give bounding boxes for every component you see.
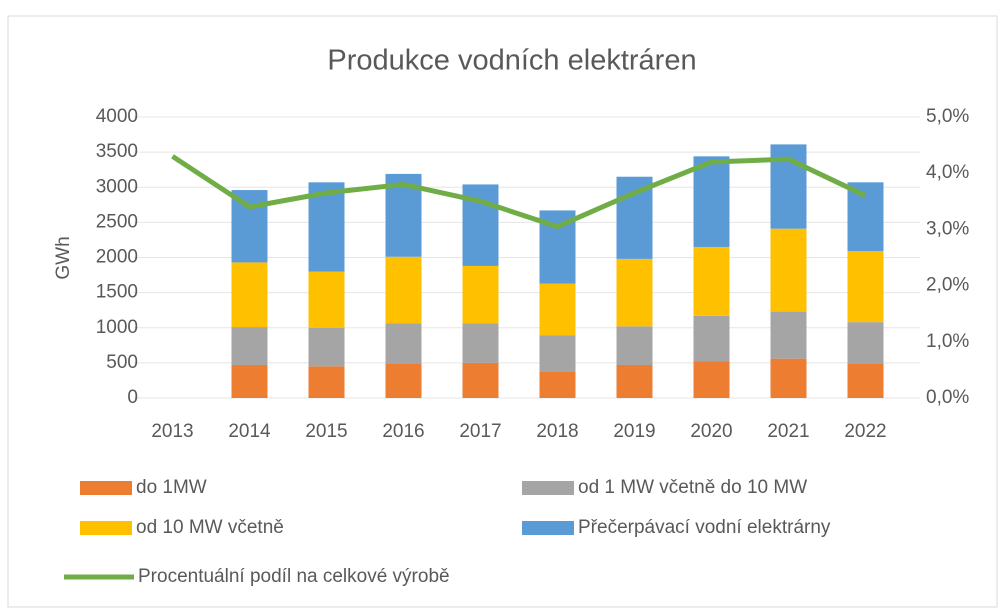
bar-segment: [539, 283, 576, 336]
x-tick-label: 2015: [305, 421, 347, 442]
bar-segment: [231, 190, 268, 263]
y-tick-label: 1000: [96, 317, 138, 338]
x-tick-label: 2018: [536, 421, 578, 442]
bar-segment: [847, 251, 884, 323]
y2-tick-label: 1,0%: [926, 331, 969, 352]
legend-label: od 10 MW včetně: [136, 517, 284, 538]
x-tick-label: 2019: [613, 421, 655, 442]
legend-label: od 1 MW včetně do 10 MW: [578, 477, 807, 498]
y2-tick-label: 5,0%: [926, 106, 969, 127]
bar-segment: [539, 335, 576, 372]
bar-segment: [693, 156, 730, 247]
legend-label: Přečerpávací vodní elektrárny: [578, 517, 831, 538]
legend-label: do 1MW: [136, 477, 207, 498]
bar-segment: [847, 322, 884, 364]
bar-segment: [693, 246, 730, 316]
legend-label: Procentuální podíl na celkové výrobě: [138, 566, 450, 587]
bar-segment: [462, 323, 499, 363]
y-tick-label: 3500: [96, 141, 138, 162]
y-tick-label: 2000: [96, 247, 138, 268]
x-tick-label: 2021: [767, 421, 809, 442]
bar-segment: [231, 327, 268, 365]
bar-segment: [385, 256, 422, 324]
bar-segment: [616, 258, 653, 327]
bar-segment: [231, 262, 268, 328]
bar-segment: [385, 323, 422, 364]
x-tick-label: 2013: [151, 421, 193, 442]
y2-tick-label: 3,0%: [926, 218, 969, 239]
chart-title: Produkce vodních elektráren: [327, 45, 696, 77]
legend-swatch: [80, 521, 132, 535]
legend-swatch: [522, 481, 574, 495]
bar-segment: [616, 364, 653, 398]
bar-segment: [308, 366, 345, 398]
bar-segment: [616, 326, 653, 365]
bar-segment: [770, 228, 807, 312]
y2-tick-label: 2,0%: [926, 275, 969, 296]
bar-segment: [539, 371, 576, 398]
bar-segment: [385, 363, 422, 398]
y-tick-label: 4000: [96, 106, 138, 127]
y-tick-label: 500: [106, 352, 138, 373]
bar-segment: [770, 311, 807, 359]
y-tick-label: 2500: [96, 211, 138, 232]
bar-segment: [308, 327, 345, 367]
bar-segment: [693, 315, 730, 362]
bar-segment: [462, 362, 499, 398]
bar-segment: [693, 361, 730, 398]
bar-segment: [770, 358, 807, 398]
y-tick-label: 3000: [96, 176, 138, 197]
bar-segment: [847, 363, 884, 398]
y-tick-label: 0: [127, 387, 138, 408]
x-tick-label: 2020: [690, 421, 732, 442]
bar-segment: [847, 182, 884, 252]
x-tick-label: 2016: [382, 421, 424, 442]
legend-swatch: [80, 481, 132, 495]
line-series: [171, 154, 867, 230]
y2-tick-label: 4,0%: [926, 162, 969, 183]
bar-segment: [308, 271, 345, 328]
bar-segment: [462, 265, 499, 324]
x-tick-label: 2014: [228, 421, 271, 442]
y-axis-label: GWh: [53, 236, 74, 279]
bar-segment: [231, 364, 268, 398]
y2-tick-label: 0,0%: [926, 387, 969, 408]
chart-frame: [7, 15, 998, 608]
x-tick-label: 2017: [459, 421, 501, 442]
y-tick-label: 1500: [96, 282, 138, 303]
legend-swatch: [522, 521, 574, 535]
x-tick-label: 2022: [844, 421, 886, 442]
